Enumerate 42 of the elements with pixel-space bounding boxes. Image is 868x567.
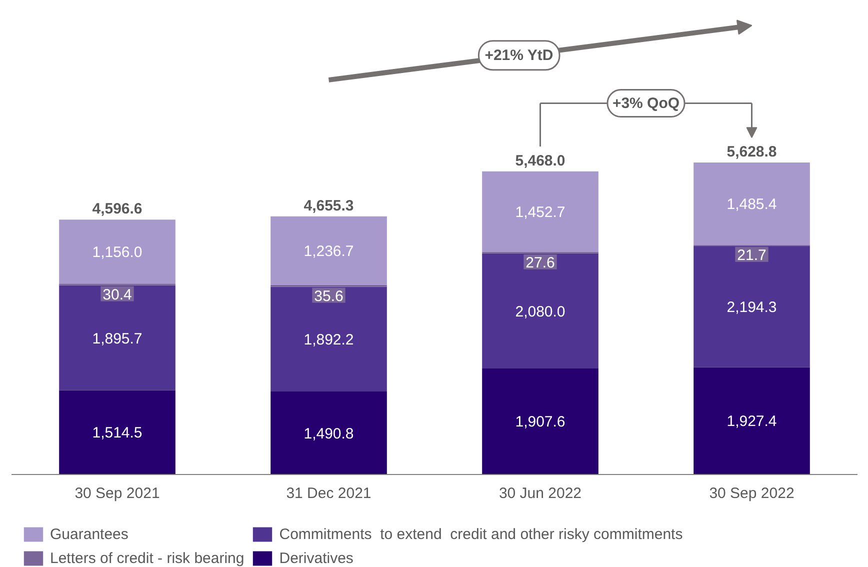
x-tick-label: 31 Dec 2021 <box>286 485 372 502</box>
bar <box>694 367 810 474</box>
text: +21% YtD <box>484 46 554 64</box>
data-label: 1,907.6 <box>515 414 566 431</box>
data-label: 35.6 <box>314 288 344 305</box>
bar <box>59 220 176 284</box>
x-tick-label: 30 Jun 2022 <box>498 485 582 502</box>
total-label: 4,655.3 <box>304 197 354 214</box>
data-label: 1,156.0 <box>92 244 142 262</box>
data-label: 1,895.7 <box>92 330 142 348</box>
data-label: 1,927.4 <box>726 413 777 430</box>
data-label: 1,514.5 <box>92 424 142 442</box>
data-label: 1,892.2 <box>304 332 354 349</box>
bar <box>482 171 598 252</box>
bar <box>694 162 810 245</box>
bar <box>59 390 176 474</box>
bar <box>694 246 810 368</box>
x-tick-label: 30 Sep 2021 <box>74 485 160 502</box>
total-label: 4,596.6 <box>92 200 142 218</box>
data-label: 2,194.3 <box>726 299 777 316</box>
text: +3% QoQ <box>612 94 680 112</box>
data-label: 27.6 <box>526 254 555 272</box>
bar <box>270 286 387 392</box>
x-tick-label: 30 Sep 2022 <box>709 485 794 502</box>
bar <box>59 285 176 390</box>
data-label: 2,080.0 <box>515 303 566 320</box>
bar <box>482 253 598 368</box>
data-label: 1,485.4 <box>726 196 777 214</box>
bar <box>270 392 387 474</box>
total-label: 5,468.0 <box>515 152 566 170</box>
data-label: 30.4 <box>102 286 132 304</box>
bar <box>270 216 387 285</box>
total-label: 5,628.8 <box>726 144 777 160</box>
data-label: 1,452.7 <box>515 204 566 222</box>
legend-label: Commitments to extend credit and other risky commitments <box>279 525 683 543</box>
data-label: 1,490.8 <box>304 425 354 442</box>
data-label: 21.7 <box>737 246 766 264</box>
data-label: 1,236.7 <box>304 243 354 260</box>
legend-label: Guarantees <box>50 525 128 543</box>
bar <box>482 368 598 474</box>
legend-label: Derivatives <box>279 549 354 567</box>
legend-label: Letters of credit - risk bearing <box>50 549 244 567</box>
